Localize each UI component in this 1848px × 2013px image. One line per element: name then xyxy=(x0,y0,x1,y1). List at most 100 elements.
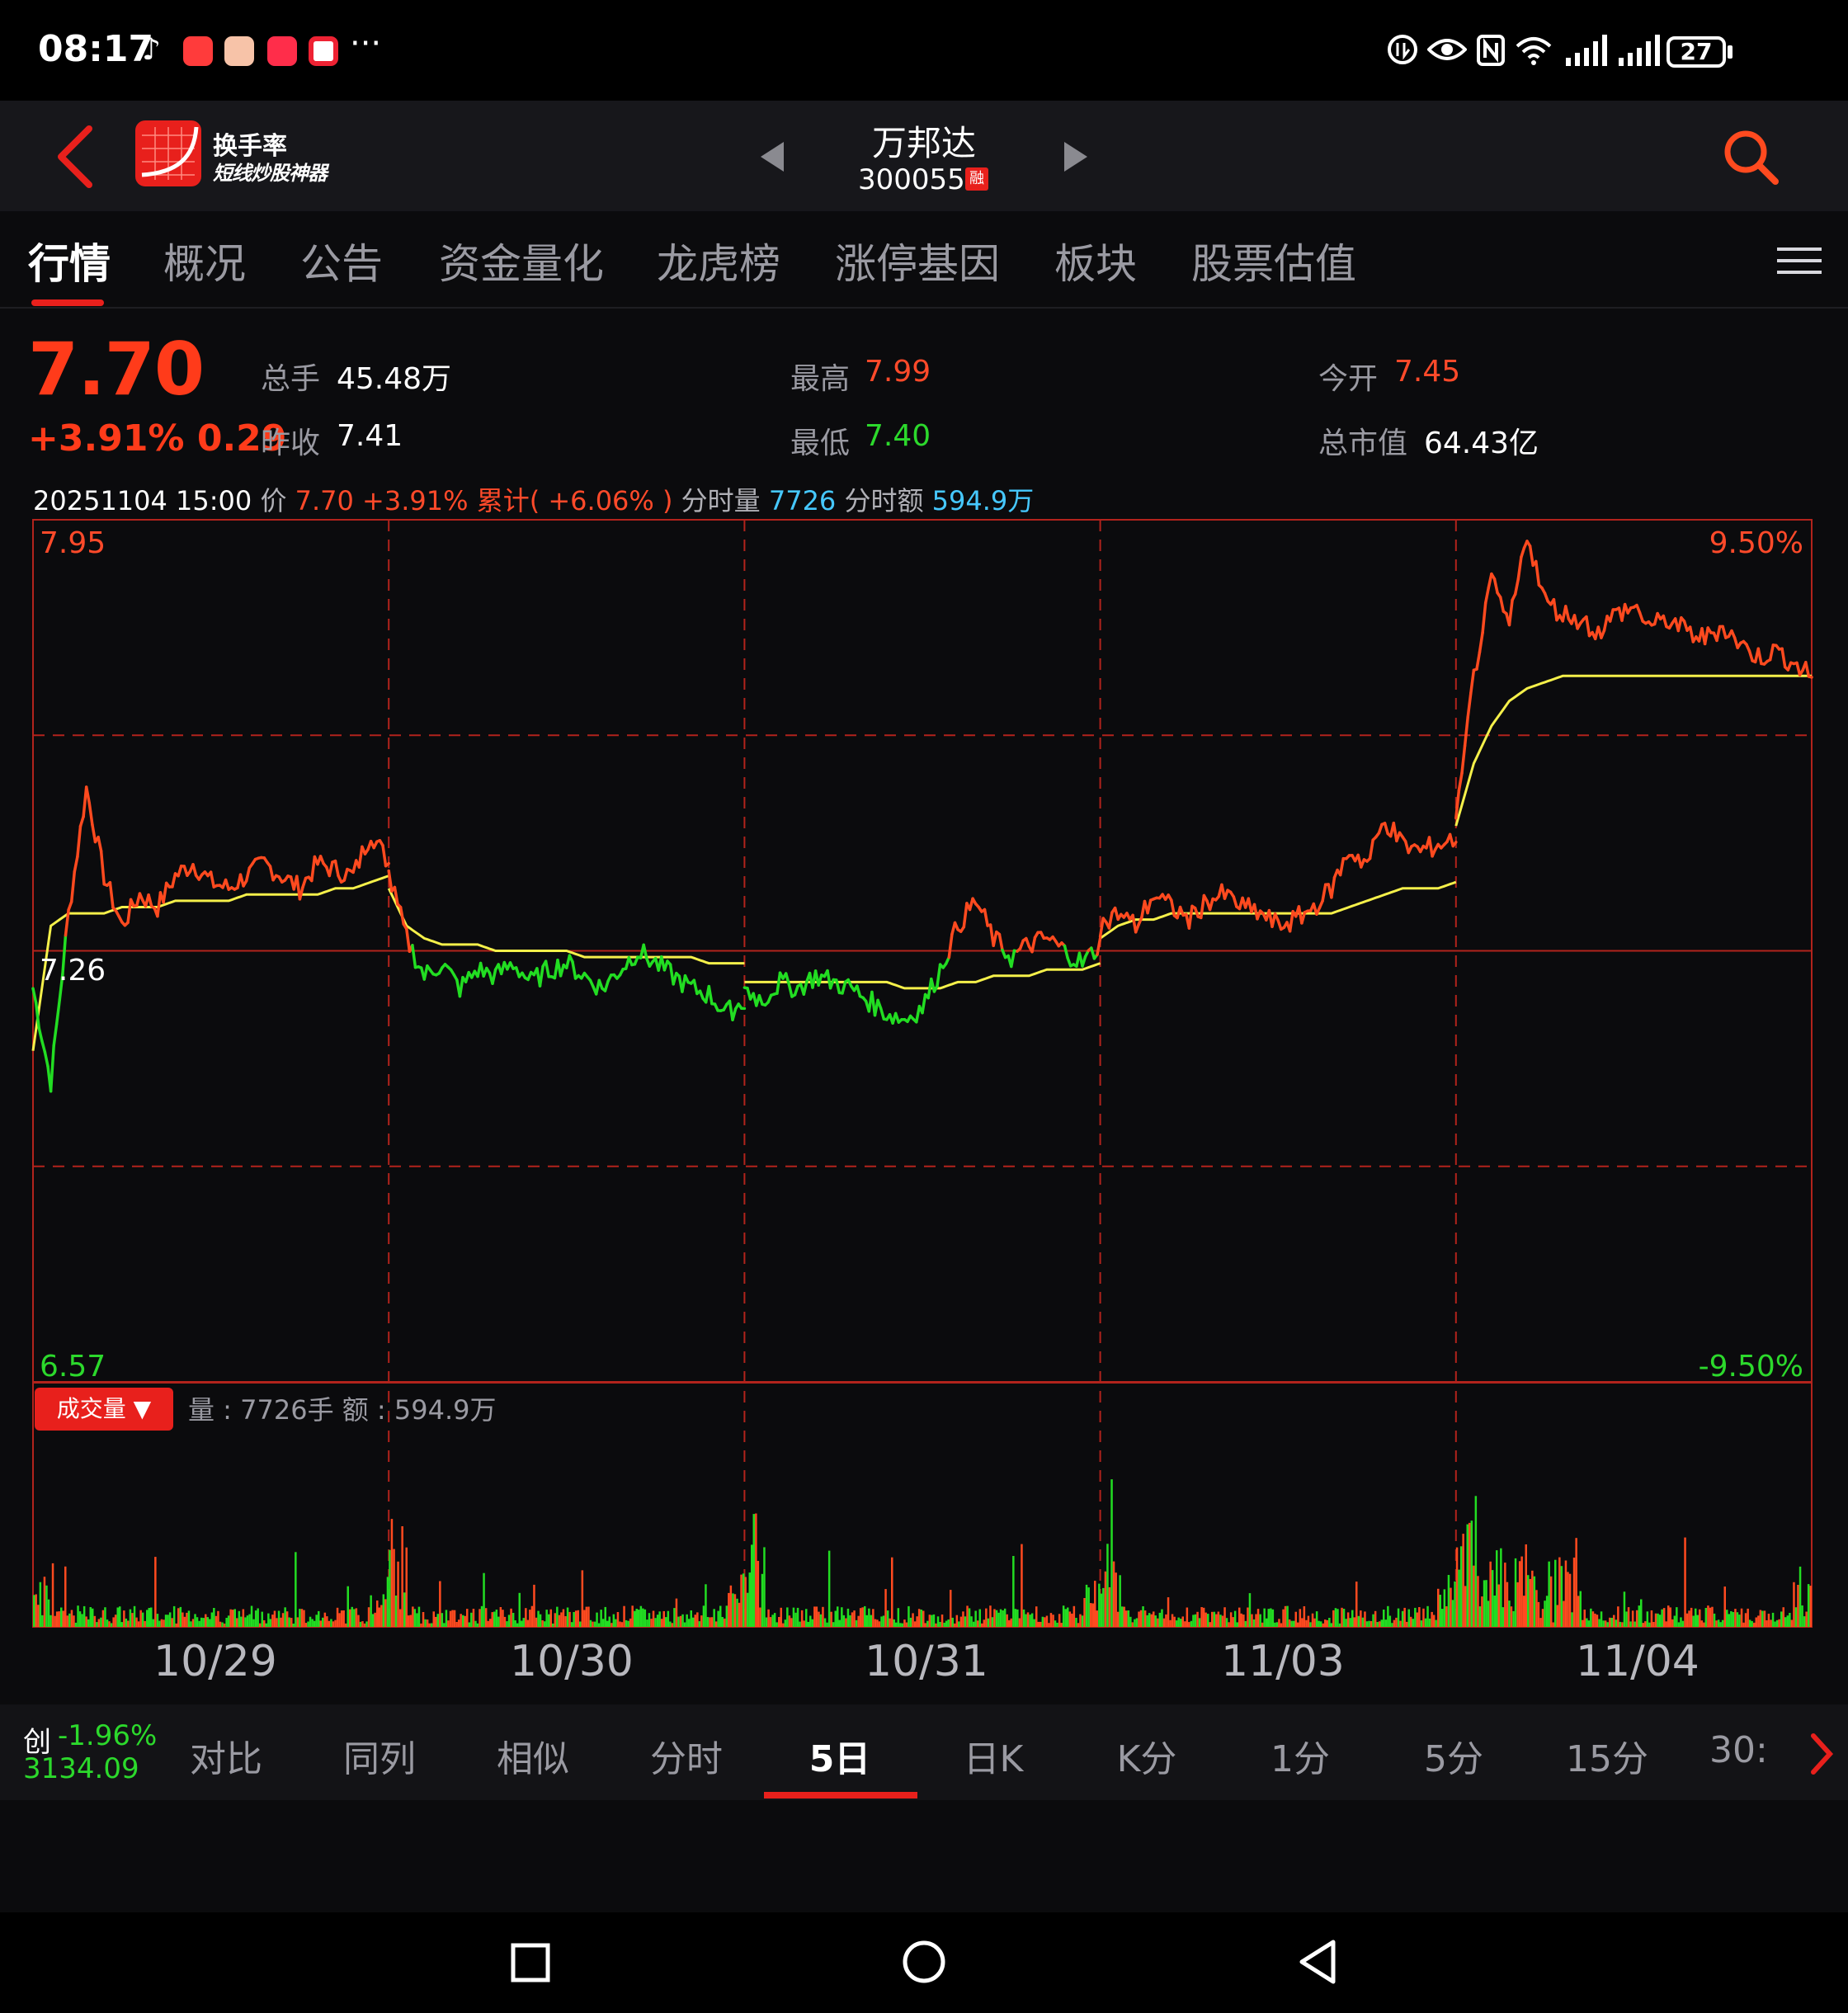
tab-valuation[interactable]: 股票估值 xyxy=(1191,240,1356,288)
next-stock-icon[interactable] xyxy=(1061,140,1089,173)
volume-bar xyxy=(1748,1619,1751,1627)
volume-bar xyxy=(417,1606,421,1627)
volume-bar xyxy=(533,1584,535,1627)
period-1min[interactable]: 1分 xyxy=(1270,1738,1330,1780)
volume-bar xyxy=(1676,1607,1678,1627)
period-5min[interactable]: 5分 xyxy=(1424,1738,1483,1780)
period-k-min[interactable]: K分 xyxy=(1116,1738,1177,1780)
volume-bar xyxy=(1803,1616,1806,1627)
volume-bar xyxy=(1770,1619,1772,1627)
volume-bar xyxy=(263,1620,266,1627)
volume-bar xyxy=(1527,1575,1530,1627)
volume-bar xyxy=(706,1617,710,1627)
price-segment xyxy=(54,997,62,1025)
volume-bar xyxy=(989,1605,992,1627)
price-segment xyxy=(1187,904,1194,930)
volume-bar xyxy=(1162,1618,1166,1627)
price-segment xyxy=(1081,955,1087,968)
volume-bar xyxy=(43,1577,46,1627)
volume-bar xyxy=(983,1619,986,1627)
chevron-right-icon[interactable] xyxy=(1808,1732,1835,1775)
volume-bar xyxy=(865,1615,868,1627)
volume-bar xyxy=(1108,1587,1111,1627)
index-value[interactable]: 3134.09 xyxy=(23,1752,139,1785)
tab-limit-up-gene[interactable]: 涨停基因 xyxy=(835,240,1000,288)
tab-capital-quant[interactable]: 资金量化 xyxy=(439,240,604,288)
volume-bar xyxy=(1319,1621,1322,1627)
volume-bar xyxy=(512,1613,515,1627)
period-compare[interactable]: 对比 xyxy=(190,1738,262,1780)
period-same-list[interactable]: 同列 xyxy=(343,1738,416,1780)
home-icon[interactable] xyxy=(901,1939,947,1985)
volume-bar xyxy=(1447,1575,1450,1627)
volume-bar xyxy=(1403,1607,1406,1627)
index-change[interactable]: -1.96% xyxy=(58,1719,158,1752)
volume-bar xyxy=(476,1623,479,1627)
recent-apps-icon[interactable] xyxy=(510,1942,551,1983)
period-intraday[interactable]: 分时 xyxy=(650,1738,723,1780)
tab-sector[interactable]: 板块 xyxy=(1054,240,1137,288)
volume-bar xyxy=(1110,1479,1113,1627)
prev-stock-icon[interactable] xyxy=(759,140,787,173)
volume-bar xyxy=(1196,1611,1199,1627)
volume-bar xyxy=(1062,1605,1065,1627)
volume-bar xyxy=(1255,1614,1257,1627)
tab-dragon-tiger[interactable]: 龙虎榜 xyxy=(657,240,780,288)
volume-bar xyxy=(755,1513,757,1627)
five-day-chart[interactable]: 7.95 7.26 6.57 9.50% -9.50% xyxy=(0,495,1848,1683)
volume-bar xyxy=(384,1599,387,1627)
y-axis-ref-label: 7.26 xyxy=(40,954,106,988)
volume-bar xyxy=(642,1608,644,1627)
volume-bar xyxy=(842,1615,846,1627)
volume-bar xyxy=(1018,1618,1021,1627)
volume-bar xyxy=(803,1620,805,1627)
volume-bar xyxy=(1695,1608,1697,1627)
back-nav-icon[interactable] xyxy=(1297,1939,1338,1985)
tab-overview[interactable]: 概况 xyxy=(163,240,246,288)
volume-bar xyxy=(87,1619,90,1627)
volume-bar xyxy=(1669,1607,1671,1627)
period-5day[interactable]: 5日 xyxy=(808,1738,871,1780)
chart-grid xyxy=(32,519,1813,1628)
volume-bar xyxy=(100,1617,102,1627)
price-segment xyxy=(856,984,862,998)
volume-bar xyxy=(202,1618,205,1627)
volume-bar xyxy=(1634,1621,1636,1627)
back-arrow-icon[interactable] xyxy=(53,124,96,190)
volume-bar xyxy=(713,1609,715,1627)
volume-bar xyxy=(811,1619,814,1627)
price-segment xyxy=(171,872,177,889)
volume-bar xyxy=(1169,1619,1172,1627)
period-similar[interactable]: 相似 xyxy=(497,1738,569,1780)
search-icon[interactable] xyxy=(1721,127,1780,186)
price-segment xyxy=(1193,906,1200,918)
volume-bar xyxy=(1204,1612,1207,1627)
volume-bar xyxy=(577,1610,579,1627)
open-label: 今开 xyxy=(1318,362,1379,396)
period-15min[interactable]: 15分 xyxy=(1566,1738,1648,1780)
volume-bar xyxy=(1617,1606,1619,1627)
volume-bar xyxy=(732,1593,734,1627)
index-name[interactable]: 创 xyxy=(23,1726,51,1759)
volume-bar xyxy=(1537,1601,1540,1627)
volume-indicator-dropdown[interactable]: 成交量 ▼ xyxy=(35,1388,173,1431)
volume-bar xyxy=(974,1610,977,1627)
period-30min[interactable]: 30: xyxy=(1709,1729,1768,1771)
price-segment xyxy=(1463,715,1469,747)
price-segment xyxy=(209,870,215,889)
price-segment xyxy=(34,1001,40,1030)
volume-bar xyxy=(1213,1611,1216,1627)
tab-announcements[interactable]: 公告 xyxy=(300,240,383,288)
volume-bar xyxy=(518,1592,521,1627)
price-segment xyxy=(1383,822,1389,836)
period-daily-k[interactable]: 日K xyxy=(963,1738,1024,1780)
volume-bar xyxy=(1256,1609,1260,1627)
price-segment xyxy=(387,869,394,893)
volume-bar xyxy=(1627,1607,1630,1627)
volume-bar xyxy=(428,1623,431,1627)
price-segment xyxy=(1478,631,1484,654)
volume-bar xyxy=(1508,1600,1511,1627)
menu-icon[interactable] xyxy=(1775,246,1823,276)
tab-quote[interactable]: 行情 xyxy=(28,240,111,288)
average-line-day xyxy=(1454,674,1812,827)
